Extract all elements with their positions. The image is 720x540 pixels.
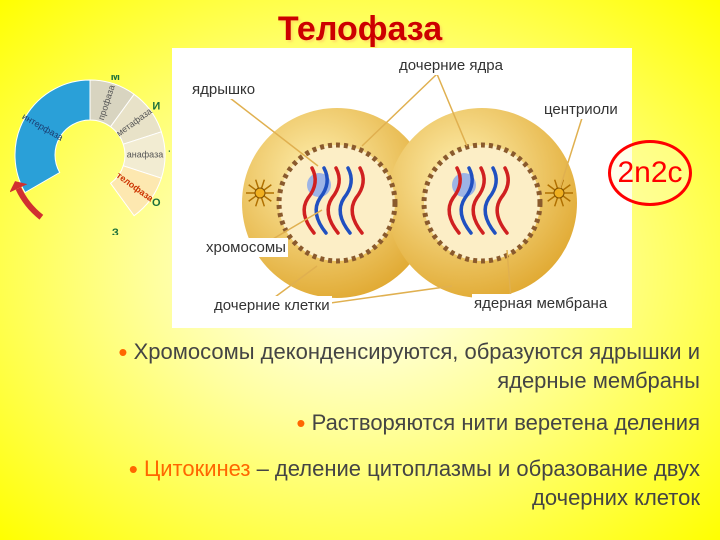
- bullet-text: Растворяются нити веретена деления: [312, 410, 700, 435]
- svg-text:Т: Т: [169, 149, 170, 161]
- bullet-list: • Хромосомы деконденсируются, образуются…: [60, 338, 700, 526]
- cell-diagram: ядрышко дочерние ядра центриоли хромосомы до…: [172, 48, 632, 328]
- bullet-text: Хромосомы деконденсируются, образуются я…: [134, 339, 700, 393]
- diagram-label-daughterCells: дочерние клетки: [212, 296, 332, 315]
- svg-text:З: З: [112, 227, 119, 235]
- page-title: Телофаза: [0, 10, 720, 49]
- formula-text: 2n2c: [617, 158, 682, 188]
- bullet-item: • Растворяются нити веретена деления: [60, 409, 700, 439]
- svg-text:М: М: [111, 75, 120, 83]
- bullet-dot-icon: •: [296, 408, 305, 438]
- diagram-label-nucleolus: ядрышко: [190, 80, 257, 99]
- bullet-item: • Цитокинез – деление цитоплазмы и образ…: [60, 455, 700, 510]
- bullet-text: – деление цитоплазмы и образование двух …: [250, 456, 700, 510]
- diagram-label-daughterNuclei: дочерние ядра: [397, 56, 505, 75]
- bullet-dot-icon: •: [129, 454, 138, 484]
- bullet-dot-icon: •: [118, 337, 127, 367]
- diagram-label-centrioles: центриоли: [542, 100, 620, 119]
- phase-wheel: интерфазапрофазаметафазаанафазателофазаМ…: [10, 75, 170, 235]
- diagram-label-nuclearMembrane: ядерная мембрана: [472, 294, 609, 313]
- bullet-item: • Хромосомы деконденсируются, образуются…: [60, 338, 700, 393]
- svg-text:О: О: [152, 197, 161, 209]
- diagram-label-chromosomes: хромосомы: [204, 238, 288, 257]
- bullet-accent: Цитокинез: [144, 456, 251, 481]
- svg-text:И: И: [152, 101, 160, 113]
- formula-badge: 2n2c: [608, 140, 692, 206]
- svg-text:анафаза: анафаза: [127, 149, 163, 159]
